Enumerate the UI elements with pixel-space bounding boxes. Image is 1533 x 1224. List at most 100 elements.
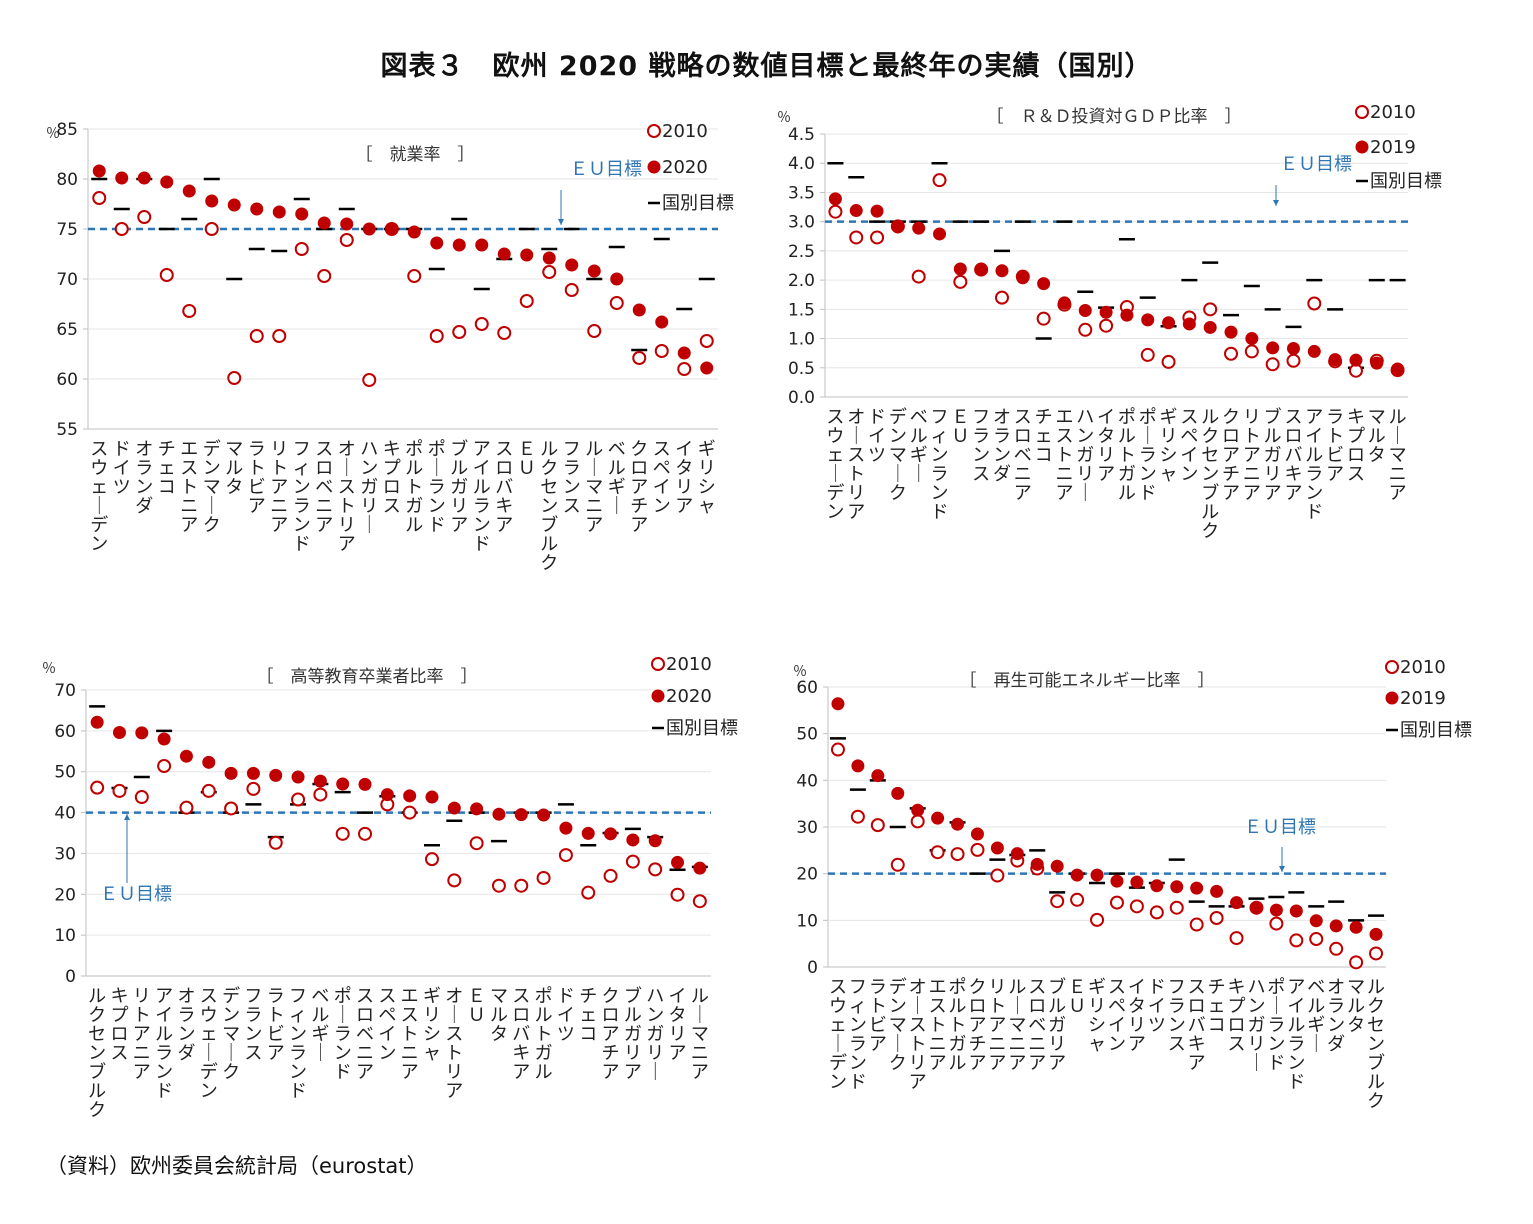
category-label-char: ロ bbox=[356, 1005, 374, 1026]
category-label-char: オ bbox=[993, 407, 1011, 428]
category-label-char: ニ bbox=[1389, 464, 1407, 485]
category-label-char: ラ bbox=[155, 1043, 173, 1064]
category-label-char: ハ bbox=[1076, 407, 1094, 428]
point-final-year bbox=[430, 236, 444, 250]
category-label-char: シ bbox=[698, 477, 716, 498]
category-label-char: ガ bbox=[624, 1024, 642, 1045]
category-label-char: ェ bbox=[200, 1024, 218, 1045]
category-label-char: フ bbox=[293, 439, 311, 460]
category-label-char: ｜ bbox=[585, 458, 603, 479]
point-2010 bbox=[911, 269, 926, 284]
y-tick-label: 1.0 bbox=[788, 330, 815, 350]
category-label-char: ェ bbox=[1035, 426, 1053, 447]
category-label-char: Ｕ bbox=[951, 426, 969, 447]
category-label-char: キ bbox=[512, 1043, 530, 1064]
category-label-char: ア bbox=[1128, 1034, 1146, 1055]
category-label-char: ス bbox=[1055, 426, 1073, 447]
category-label-char: リ bbox=[1264, 464, 1282, 485]
point-2010 bbox=[294, 242, 309, 256]
category-label-char: ア bbox=[1389, 483, 1407, 504]
category-label-char: ン bbox=[289, 1062, 307, 1083]
y-tick-label: 4.0 bbox=[788, 154, 815, 174]
category-label-char: ア bbox=[1243, 483, 1261, 504]
category-label-char: ス bbox=[563, 496, 581, 517]
category-label-char: ア bbox=[909, 1072, 927, 1093]
point-2010 bbox=[335, 826, 350, 841]
point-final-year bbox=[990, 841, 1004, 855]
y-tick-label: 20 bbox=[796, 865, 818, 885]
y-tick-label: 40 bbox=[54, 804, 76, 824]
y-tick-label: 65 bbox=[56, 320, 78, 340]
category-label-char: ポ bbox=[1267, 977, 1285, 998]
category-label-char: ト bbox=[405, 477, 423, 498]
category-label-char: ル bbox=[624, 1005, 642, 1026]
point-final-year bbox=[693, 861, 707, 875]
category-label-char: コ bbox=[1035, 445, 1053, 466]
category-label-char: ガ bbox=[360, 477, 378, 498]
category-label-char: ン bbox=[889, 996, 907, 1017]
category-label-char: ｜ bbox=[203, 496, 221, 517]
point-final-year bbox=[1110, 874, 1124, 888]
category-label-char: ン bbox=[473, 515, 491, 536]
category-label-char: ｜ bbox=[1307, 1034, 1325, 1055]
y-tick-label: 60 bbox=[54, 722, 76, 742]
category-label-char: バ bbox=[1188, 1015, 1206, 1036]
point-final-year bbox=[380, 788, 394, 802]
category-label-char: マ bbox=[1368, 407, 1386, 428]
category-label-char: イ bbox=[1128, 977, 1146, 998]
category-label-char: プ bbox=[1347, 426, 1365, 447]
category-label-char: ン bbox=[1247, 996, 1265, 1017]
category-label-char: チ bbox=[1222, 464, 1240, 485]
point-final-year bbox=[1182, 317, 1196, 331]
point-final-year bbox=[179, 749, 193, 763]
point-final-year bbox=[870, 204, 884, 218]
category-label-char: ｜ bbox=[910, 464, 928, 485]
category-label-char: ギ bbox=[311, 1024, 329, 1045]
category-label-char: ア bbox=[968, 1053, 986, 1074]
point-final-year bbox=[912, 221, 926, 235]
category-label-char: シ bbox=[1088, 1015, 1106, 1036]
category-label-char: ル bbox=[535, 1005, 553, 1026]
category-label-char: ス bbox=[356, 986, 374, 1007]
point-final-year bbox=[974, 262, 988, 276]
category-label-char: エ bbox=[1055, 407, 1073, 428]
point-2010 bbox=[1189, 917, 1204, 932]
category-label-char: オ bbox=[445, 986, 463, 1007]
category-label-char: マ bbox=[1347, 977, 1365, 998]
category-label-char: ラ bbox=[931, 464, 949, 485]
point-2010 bbox=[828, 204, 843, 219]
point-final-year bbox=[1328, 353, 1342, 367]
point-final-year bbox=[933, 227, 947, 241]
point-2010 bbox=[497, 326, 512, 340]
point-final-year bbox=[565, 258, 579, 272]
category-label-char: エ bbox=[401, 986, 419, 1007]
category-label-char: フ bbox=[972, 407, 990, 428]
point-2010 bbox=[1109, 895, 1124, 910]
category-label-char: ト bbox=[401, 1024, 419, 1045]
category-label-char: ン bbox=[293, 477, 311, 498]
point-final-year bbox=[891, 220, 905, 234]
eu-target-arrowhead bbox=[558, 219, 564, 225]
category-label-char: フ bbox=[931, 407, 949, 428]
point-2010 bbox=[542, 265, 557, 279]
category-label-char: ン bbox=[177, 1024, 195, 1045]
category-label-char: ド bbox=[1287, 1072, 1305, 1093]
point-2010 bbox=[249, 329, 264, 343]
category-label-char: ア bbox=[473, 439, 491, 460]
category-label-char: ス bbox=[200, 986, 218, 1007]
category-label-char: ル bbox=[88, 1081, 106, 1102]
category-label-char: ェ bbox=[579, 1005, 597, 1026]
point-2010 bbox=[1269, 916, 1284, 931]
category-label-char: ｜ bbox=[847, 426, 865, 447]
point-final-year bbox=[1190, 881, 1204, 895]
legend-label-final-year: 2020 bbox=[666, 686, 712, 707]
point-final-year bbox=[1130, 875, 1144, 889]
category-label-char: リ bbox=[988, 977, 1006, 998]
point-2010 bbox=[268, 835, 283, 850]
category-label-char: イ bbox=[1097, 407, 1115, 428]
legend-marker-final-year bbox=[1385, 691, 1399, 705]
category-label-char: ン bbox=[90, 534, 108, 555]
category-label-char: プ bbox=[110, 1005, 128, 1026]
category-label-char: ル bbox=[155, 1024, 173, 1045]
category-label-char: ェ bbox=[158, 458, 176, 479]
